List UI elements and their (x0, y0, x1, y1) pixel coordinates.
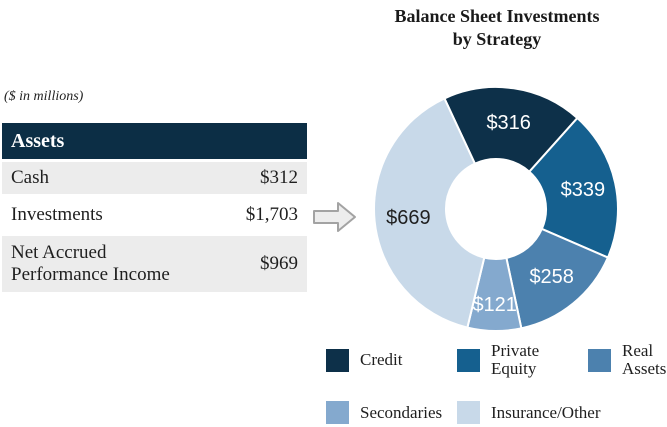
legend-swatch (457, 348, 480, 372)
segment-value-label: $121 (472, 294, 517, 316)
segment-value-label: $316 (486, 112, 531, 134)
chart-title-line2: by Strategy (452, 29, 542, 50)
right-arrow-icon (313, 202, 356, 232)
legend-item-real-assets: Real Assets (588, 342, 666, 378)
legend-swatch (326, 348, 349, 372)
legend-label: Real Assets (622, 341, 667, 378)
row-label: Cash (11, 167, 49, 189)
table-header-label: Assets (11, 129, 65, 152)
legend-label: Private Equity (491, 341, 540, 378)
chart-title: Balance Sheet Investments by Strategy (330, 5, 664, 52)
table-row: Investments $1,703 (2, 197, 307, 233)
legend-label: Credit (360, 350, 403, 370)
row-value: $1,703 (245, 204, 298, 225)
legend-item-insurance-other: Insurance/Other (457, 401, 601, 424)
legend-label: Insurance/Other (491, 402, 601, 422)
table-header: Assets (2, 123, 307, 159)
donut-segment-insurance-other (373, 97, 486, 329)
row-label: Net Accrued Performance Income (11, 242, 170, 285)
table-row: Net Accrued Performance Income $969 (2, 236, 307, 292)
donut-chart: $316 $339 $258 $121 $669 (373, 85, 619, 332)
units-note: ($ in millions) (4, 89, 84, 104)
legend-item-secondaries: Secondaries (326, 401, 457, 424)
segment-value-label: $339 (561, 179, 606, 201)
legend-row: Credit Private Equity Real Assets (326, 337, 667, 383)
donut-segment-credit (443, 85, 579, 174)
row-value: $312 (260, 167, 298, 188)
row-value: $969 (260, 253, 298, 274)
chart-legend: Credit Private Equity Real Assets Secondari… (326, 337, 667, 426)
legend-swatch (588, 348, 611, 372)
legend-swatch (326, 401, 349, 424)
table-row: Cash $312 (2, 162, 307, 194)
legend-item-private-equity: Private Equity (457, 342, 588, 378)
legend-label: Secondaries (360, 402, 443, 422)
legend-swatch (457, 401, 480, 424)
legend-item-credit: Credit (326, 348, 457, 372)
assets-table: Assets Cash $312 Investments $1,703 Net … (2, 123, 307, 295)
donut-segment-private-equity (527, 116, 619, 259)
chart-title-line1: Balance Sheet Investments (394, 6, 600, 26)
segment-value-label: $258 (529, 266, 574, 288)
row-label: Investments (11, 204, 103, 226)
legend-row: Secondaries Insurance/Other (326, 399, 667, 426)
segment-value-label: $669 (386, 207, 431, 229)
